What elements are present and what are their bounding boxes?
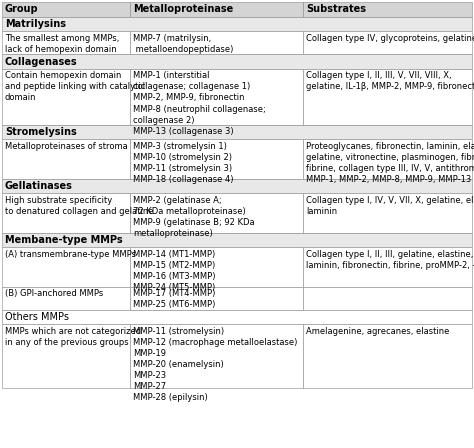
Bar: [130, 287, 303, 310]
Bar: [130, 194, 303, 233]
Bar: [130, 2, 303, 17]
Bar: [2, 17, 472, 31]
Bar: [2, 2, 130, 17]
Bar: [2, 125, 472, 139]
Bar: [2, 324, 130, 388]
Text: MMP-11 (stromelysin)
MMP-12 (macrophage metalloelastase)
MMP-19
MMP-20 (enamelys: MMP-11 (stromelysin) MMP-12 (macrophage …: [133, 327, 297, 402]
Bar: [2, 233, 472, 247]
Text: MMP-17 (MT4-MMP)
MMP-25 (MT6-MMP): MMP-17 (MT4-MMP) MMP-25 (MT6-MMP): [133, 289, 215, 310]
Text: High substrate specificity
to denatured collagen and gelatine: High substrate specificity to denatured …: [5, 196, 154, 216]
Bar: [303, 31, 472, 54]
Text: Collagen type IV, glycoproteins, gelatine: Collagen type IV, glycoproteins, gelatin…: [306, 34, 474, 43]
Text: MMP-7 (matrilysin,
 metalloendopeptidase): MMP-7 (matrilysin, metalloendopeptidase): [133, 34, 233, 54]
Bar: [2, 69, 130, 125]
Text: Group: Group: [5, 4, 38, 14]
Text: Substrates: Substrates: [306, 4, 366, 14]
Text: Matrilysins: Matrilysins: [5, 19, 66, 29]
Text: Contain hemopexin domain
and peptide linking with catalytic
domain: Contain hemopexin domain and peptide lin…: [5, 71, 146, 103]
Text: MMP-3 (stromelysin 1)
MMP-10 (stromelysin 2)
MMP-11 (stromelysin 3)
MMP-18 (coll: MMP-3 (stromelysin 1) MMP-10 (stromelysi…: [133, 142, 233, 184]
Text: Collagenases: Collagenases: [5, 56, 78, 67]
Bar: [303, 139, 472, 179]
Text: (B) GPI-anchored MMPs: (B) GPI-anchored MMPs: [5, 289, 103, 298]
Text: Collagen type I, II, III, gelatine, elastine,
laminin, fibronectin, fibrine, pro: Collagen type I, II, III, gelatine, elas…: [306, 250, 474, 270]
Bar: [2, 247, 130, 287]
Bar: [303, 69, 472, 125]
Bar: [2, 179, 472, 194]
Bar: [303, 194, 472, 233]
Bar: [130, 139, 303, 179]
Text: Metalloproteinases of stroma: Metalloproteinases of stroma: [5, 142, 128, 151]
Text: (A) transmembrane-type MMPs: (A) transmembrane-type MMPs: [5, 250, 136, 259]
Text: The smallest among MMPs,
lack of hemopexin domain: The smallest among MMPs, lack of hemopex…: [5, 34, 119, 54]
Text: MMPs which are not categorized
in any of the previous groups: MMPs which are not categorized in any of…: [5, 327, 141, 347]
Bar: [2, 31, 130, 54]
Bar: [2, 54, 472, 69]
Text: Stromelysins: Stromelysins: [5, 127, 77, 137]
Bar: [303, 324, 472, 388]
Bar: [2, 194, 130, 233]
Text: Collagen type I, IV, V, VII, X, gelatine, elastine,
laminin: Collagen type I, IV, V, VII, X, gelatine…: [306, 196, 474, 216]
Bar: [303, 247, 472, 287]
Text: Proteoglycanes, fibronectin, laminin, elastine,
gelatine, vitronectine, plasmino: Proteoglycanes, fibronectin, laminin, el…: [306, 142, 474, 184]
Bar: [303, 2, 472, 17]
Bar: [130, 69, 303, 125]
Text: Membane-type MMPs: Membane-type MMPs: [5, 235, 123, 246]
Bar: [2, 139, 130, 179]
Text: Metalloproteinase: Metalloproteinase: [133, 4, 233, 14]
Text: MMP-14 (MT1-MMP)
MMP-15 (MT2-MMP)
MMP-16 (MT3-MMP)
MMP-24 (MT5-MMP): MMP-14 (MT1-MMP) MMP-15 (MT2-MMP) MMP-16…: [133, 250, 215, 292]
Bar: [303, 287, 472, 310]
Text: MMP-1 (interstitial
collagenase; collagenase 1)
MMP-2, MMP-9, fibronectin
MMP-8 : MMP-1 (interstitial collagenase; collage…: [133, 71, 265, 136]
Bar: [130, 31, 303, 54]
Text: Collagen type I, II, III, V, VII, VIII, X,
gelatine, IL-1β, MMP-2, MMP-9, fibron: Collagen type I, II, III, V, VII, VIII, …: [306, 71, 474, 91]
Bar: [2, 287, 130, 310]
Text: Others MMPs: Others MMPs: [5, 312, 69, 322]
Text: MMP-2 (gelatinase A;
72 KDa metalloproteinase)
MMP-9 (gelatinase B; 92 KDa
metal: MMP-2 (gelatinase A; 72 KDa metalloprote…: [133, 196, 255, 238]
Bar: [2, 310, 472, 324]
Bar: [130, 247, 303, 287]
Bar: [130, 324, 303, 388]
Text: Amelagenine, agrecanes, elastine: Amelagenine, agrecanes, elastine: [306, 327, 449, 336]
Text: Gellatinases: Gellatinases: [5, 181, 73, 191]
